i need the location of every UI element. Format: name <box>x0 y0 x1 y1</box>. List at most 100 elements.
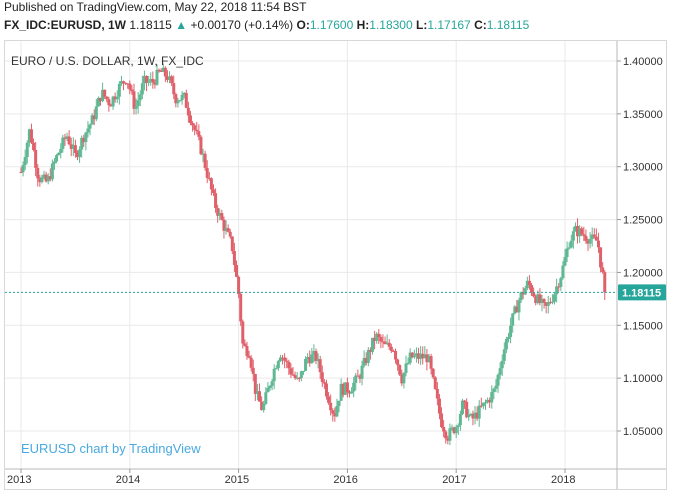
candle-body <box>130 89 134 92</box>
candle-body <box>494 385 498 389</box>
candle-body <box>599 247 603 268</box>
candle-body <box>586 240 590 244</box>
candle-body <box>509 325 513 338</box>
price-chart[interactable]: 1.40000 1.35000 1.30000 1.25000 1.20000 1.150… <box>5 41 666 489</box>
time-tick-label: 2015 <box>225 474 249 486</box>
candle-body <box>155 69 159 85</box>
low-value: 1.17167 <box>427 18 471 32</box>
candle-body <box>580 228 584 235</box>
candle-body <box>429 356 433 369</box>
candle-body <box>55 155 59 162</box>
candle-body <box>199 136 203 155</box>
candle-body <box>322 382 326 384</box>
candle-body <box>301 370 305 372</box>
candle-body <box>203 153 207 168</box>
candle-body <box>52 161 56 164</box>
candle-body <box>358 376 362 379</box>
candle-body <box>188 115 192 124</box>
candle-body <box>555 286 559 295</box>
candle-body <box>132 91 136 109</box>
candle-body <box>142 75 146 84</box>
time-axis[interactable]: 2013 2014 2015 2016 2017 2018 <box>7 469 575 486</box>
candle-body <box>513 306 517 314</box>
candle-body <box>109 105 113 107</box>
candle-body <box>427 356 431 363</box>
candle-body <box>341 384 345 395</box>
candle-body <box>103 89 107 97</box>
candle-body <box>23 157 27 166</box>
candle-body <box>243 343 247 346</box>
candle-body <box>268 385 272 389</box>
candle-body <box>546 301 550 306</box>
candle-body <box>320 372 324 383</box>
candle-body <box>174 94 178 104</box>
candle-body <box>490 391 494 403</box>
candle-body <box>293 375 297 379</box>
candle-body <box>333 413 337 417</box>
candle-body <box>492 388 496 392</box>
chart-frame[interactable]: 1.40000 1.35000 1.30000 1.25000 1.20000 1.150… <box>4 40 667 490</box>
candle-body <box>479 405 483 407</box>
candle-body <box>101 89 105 102</box>
candle-body <box>450 427 454 429</box>
candle-body <box>527 280 531 286</box>
last-price-tag: 1.18115 <box>618 284 666 301</box>
candle-body <box>594 236 598 241</box>
candle-body <box>410 352 414 358</box>
candle-body <box>312 351 316 355</box>
candle-body <box>27 129 31 143</box>
price-tick-label: 1.30000 <box>623 162 663 174</box>
price-axis[interactable]: 1.40000 1.35000 1.30000 1.25000 1.20000 1.150… <box>617 56 663 438</box>
candle-body <box>483 402 487 404</box>
candle-body <box>396 359 400 365</box>
candle-body <box>165 76 169 80</box>
candle-body <box>477 405 481 419</box>
candle-body <box>73 145 77 154</box>
candle-body <box>381 341 385 343</box>
candle-body <box>65 136 69 139</box>
time-tick-label: 2013 <box>7 474 31 486</box>
open-label: O: <box>296 18 310 32</box>
candle-body <box>519 292 523 301</box>
candle-body <box>161 67 165 72</box>
candle-body <box>582 234 586 236</box>
candle-body <box>383 341 387 345</box>
candle-body <box>287 361 291 369</box>
price-tick-label: 1.25000 <box>623 215 663 227</box>
candle-body <box>408 352 412 363</box>
candle-body <box>172 83 176 95</box>
candle-body <box>61 137 65 149</box>
candle-body <box>84 132 88 143</box>
candle-body <box>425 354 429 363</box>
candle-body <box>592 234 596 237</box>
candle-body <box>394 350 398 360</box>
candle-body <box>278 357 282 362</box>
candle-body <box>331 410 335 414</box>
candle-body <box>339 384 343 401</box>
candle-body <box>281 357 285 359</box>
candle-body <box>184 92 188 108</box>
candle-body <box>542 299 546 303</box>
candle-body <box>44 174 48 182</box>
candle-body <box>122 81 126 83</box>
candle-body <box>306 357 310 359</box>
candle-body <box>63 137 67 139</box>
candle-body <box>80 137 84 150</box>
candle-body <box>258 391 262 402</box>
candle-body <box>207 177 211 179</box>
candle-body <box>360 365 364 379</box>
candle-body <box>241 321 245 344</box>
candle-body <box>454 427 458 434</box>
candle-body <box>578 228 582 237</box>
candle-body <box>584 235 588 241</box>
candle-body <box>36 167 40 179</box>
candle-body <box>316 359 320 361</box>
candle-body <box>550 301 554 303</box>
candle-body <box>544 302 548 306</box>
candle-body <box>96 97 100 107</box>
candle-body <box>153 82 157 85</box>
candle-body <box>523 288 527 295</box>
candle-body <box>115 96 119 100</box>
candle-body <box>534 296 538 304</box>
candle-body <box>216 208 220 216</box>
